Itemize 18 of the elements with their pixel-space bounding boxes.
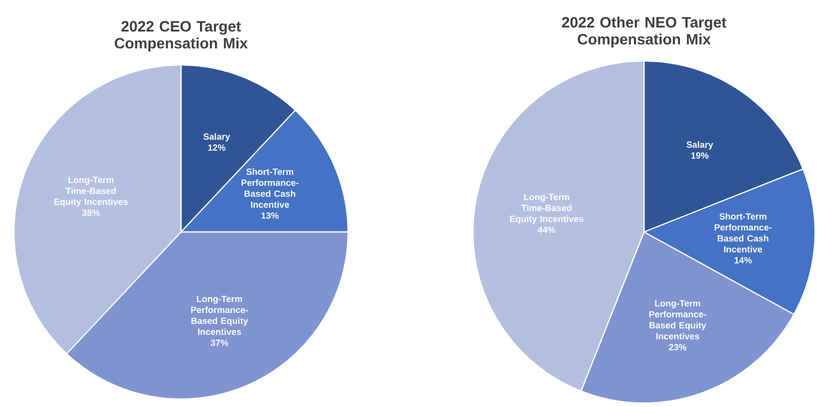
slice-label: Long-Term Performance-Based Equity Incentives (649, 300, 706, 340)
data-label: 38% (82, 210, 100, 216)
data-label: 12% (208, 144, 226, 151)
chart-title: 2022 CEO Target Compensation Mix (114, 21, 248, 52)
slice-label: Short-Term Performance-Based Cash Incentive (242, 168, 298, 208)
slice-label: Salary (203, 133, 230, 142)
data-label: 23% (668, 344, 686, 350)
data-label: 19% (691, 152, 708, 159)
slice-label: Salary (686, 141, 714, 150)
chart-title: 2022 Other NEO Target Compensation Mix (562, 16, 726, 48)
data-label: 14% (734, 257, 752, 264)
slice-label: Long-Term Time-Based Equity Incentives (510, 194, 584, 224)
slice-label: Long-Term Time-Based Equity Incentives (54, 176, 128, 207)
data-label: 37% (210, 340, 228, 346)
slice-label: Long-Term Performance-Based Equity Incentives (191, 296, 248, 335)
data-label: 13% (261, 212, 279, 219)
slice-label: Short-Term Performance-Based Cash Incentive (714, 213, 772, 252)
data-label: 44% (538, 226, 556, 233)
